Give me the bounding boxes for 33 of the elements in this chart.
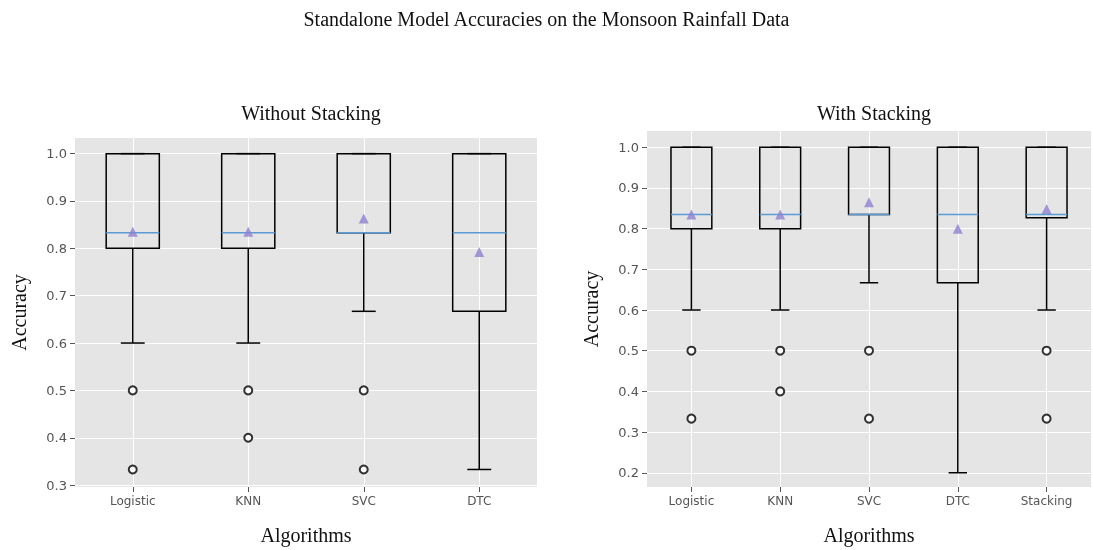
- x-axis-title: Algorithms: [260, 524, 352, 547]
- x-tick-label: KNN: [767, 494, 794, 508]
- chart-title: With Stacking: [816, 102, 932, 125]
- x-tick-label: DTC: [945, 494, 970, 508]
- x-tick-label: SVC: [351, 494, 376, 508]
- y-tick-label: 0.8: [618, 221, 639, 237]
- text: Standalone Model Accuracies on the Monsoon Rainfall Data: [302, 8, 791, 31]
- y-tick-label: 0.9: [618, 180, 639, 196]
- y-tick-label: 0.5: [46, 382, 67, 398]
- y-tick-label: 0.3: [618, 424, 639, 440]
- y-tick-label: 0.4: [618, 383, 639, 399]
- y-tick-label: 0.4: [46, 430, 67, 446]
- y-tick-label: 0.3: [46, 477, 67, 493]
- y-tick-label: 1.0: [618, 139, 639, 155]
- y-tick-label: 0.6: [46, 335, 67, 351]
- x-tick-label: DTC: [467, 494, 492, 508]
- x-tick-label: Stacking: [1020, 494, 1073, 508]
- y-axis-title: Accuracy: [8, 274, 31, 351]
- y-tick-label: 0.8: [46, 240, 67, 256]
- x-tick-label: Logistic: [109, 494, 156, 508]
- x-axis-title: Algorithms: [823, 524, 915, 547]
- y-tick-label: 0.6: [618, 302, 639, 318]
- y-tick-label: 1.0: [46, 146, 67, 162]
- x-tick-label: Logistic: [668, 494, 715, 508]
- x-tick-label: SVC: [856, 494, 882, 508]
- y-tick-label: 0.9: [46, 193, 67, 209]
- y-tick-label: 0.7: [46, 288, 67, 304]
- y-axis-title: Accuracy: [580, 270, 603, 348]
- y-tick-label: 0.2: [618, 465, 639, 481]
- y-tick-label: 0.5: [618, 343, 639, 359]
- chart-title: Without Stacking: [241, 102, 381, 125]
- y-tick-label: 0.7: [618, 261, 639, 277]
- x-tick-label: KNN: [235, 494, 262, 508]
